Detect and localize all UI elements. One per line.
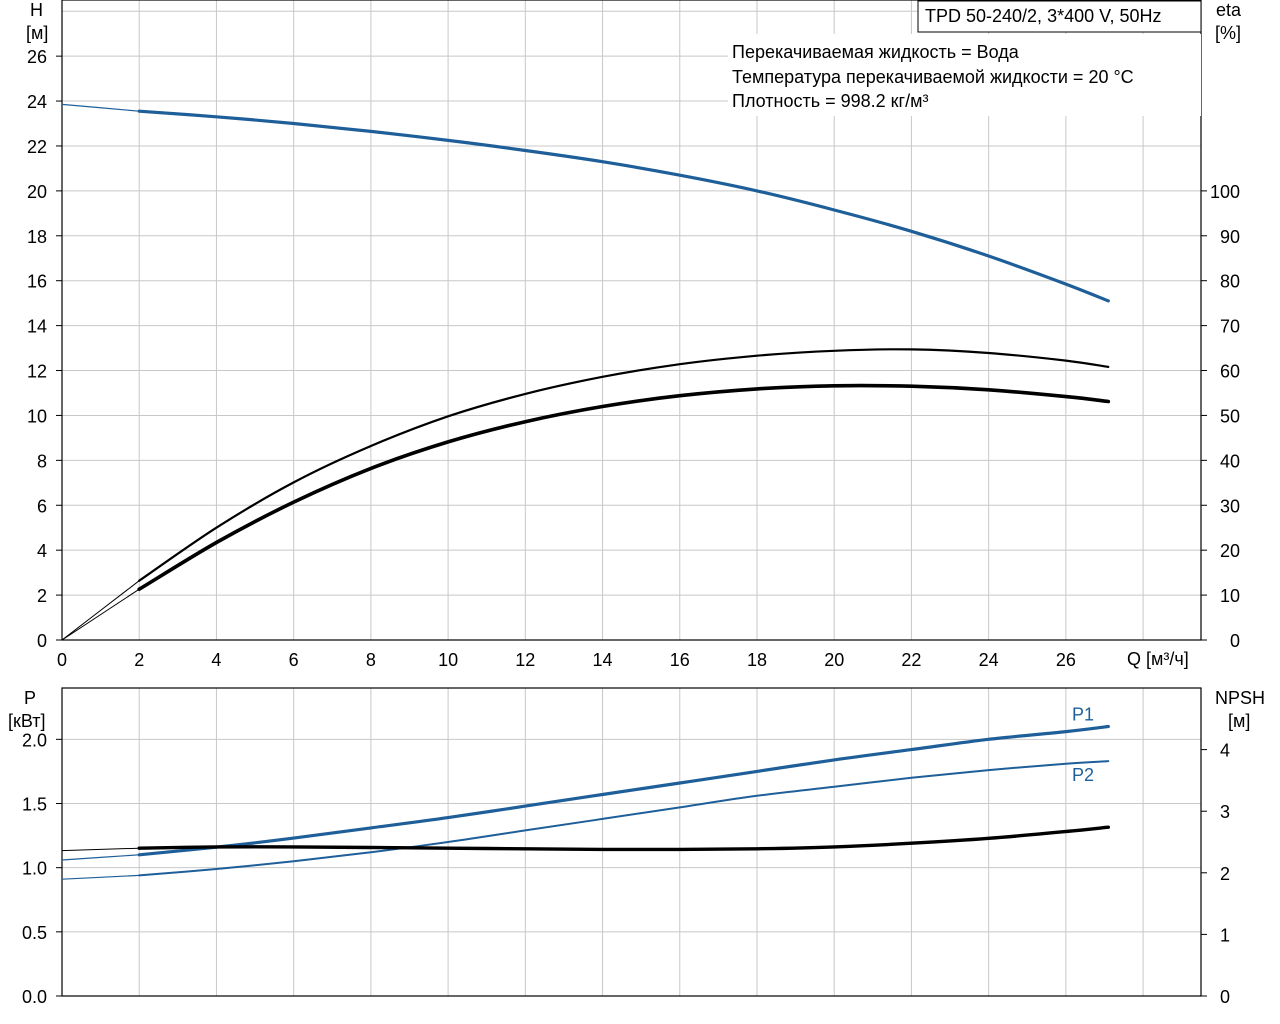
h-tick-label: 8 xyxy=(37,451,47,471)
npsh-tick-label: 4 xyxy=(1220,741,1230,761)
eta-tick-label: 30 xyxy=(1220,496,1240,516)
p-tick-label: 1.0 xyxy=(22,859,47,879)
npsh-tick-label: 2 xyxy=(1220,864,1230,884)
h-tick-label: 18 xyxy=(27,227,47,247)
x-tick-label: 6 xyxy=(289,650,299,670)
p2-curve-extrapolated xyxy=(61,874,140,880)
eta-tick-label: 100 xyxy=(1210,182,1240,202)
eta-tick-label: 60 xyxy=(1220,362,1240,382)
eta-tick-label: 40 xyxy=(1220,451,1240,471)
h-tick-label: 4 xyxy=(37,541,47,561)
p-tick-label: 2.0 xyxy=(22,730,47,750)
h-curve-extrapolated xyxy=(61,103,140,112)
h-tick-label: 20 xyxy=(27,182,47,202)
h-tick-label: 16 xyxy=(27,272,47,292)
eta-tick-label: 70 xyxy=(1220,317,1240,337)
p1-series-label: P1 xyxy=(1072,705,1094,725)
top-left-axis-unit: [м] xyxy=(26,23,48,43)
h-curve xyxy=(137,109,1110,303)
h-tick-label: 12 xyxy=(27,362,47,382)
npsh-curve-extrapolated xyxy=(61,847,140,852)
eta-curve-upper-extrapolated xyxy=(61,580,140,641)
x-tick-label: 24 xyxy=(979,650,999,670)
h-tick-label: 10 xyxy=(27,406,47,426)
p-tick-label: 1.5 xyxy=(22,795,47,815)
x-tick-label: 14 xyxy=(593,650,613,670)
x-tick-label: 18 xyxy=(747,650,767,670)
eta-tick-label: 80 xyxy=(1220,272,1240,292)
eta-tick-label: 20 xyxy=(1220,541,1240,561)
npsh-curve xyxy=(137,825,1110,852)
x-tick-label: 10 xyxy=(438,650,458,670)
bottom-left-axis-symbol: P xyxy=(24,688,36,708)
x-axis-label: Q [м³/ч] xyxy=(1127,649,1189,669)
eta-tick-label: 10 xyxy=(1220,586,1240,606)
bottom-left-axis-unit: [кВт] xyxy=(8,711,46,731)
eta-curve-lower xyxy=(137,383,1111,591)
p2-curve xyxy=(138,760,1110,877)
chart-title: TPD 50-240/2, 3*400 V, 50Hz xyxy=(925,6,1162,26)
bottom-plot-frame xyxy=(61,687,1202,997)
eta-curve-lower-extrapolated xyxy=(61,588,140,641)
h-tick-label: 2 xyxy=(37,586,47,606)
npsh-tick-label: 1 xyxy=(1220,925,1230,945)
info-line-density: Плотность = 998.2 кг/м³ xyxy=(732,91,928,111)
x-tick-label: 0 xyxy=(57,650,67,670)
x-tick-label: 26 xyxy=(1056,650,1076,670)
h-tick-label: 22 xyxy=(27,137,47,157)
info-line-temperature: Температура перекачиваемой жидкости = 20… xyxy=(732,67,1134,87)
x-tick-label: 4 xyxy=(211,650,221,670)
h-tick-label: 6 xyxy=(37,496,47,516)
tick-labels: 0 2 4 6 8 10 12 14 16 18 20 22 24 2602468101214161820… xyxy=(22,47,1240,1007)
x-tick-label: 8 xyxy=(366,650,376,670)
h-tick-label: 24 xyxy=(27,92,47,112)
top-right-axis-symbol: eta xyxy=(1216,0,1242,20)
npsh-tick-label: 3 xyxy=(1220,802,1230,822)
info-box-background xyxy=(728,34,1201,116)
x-tick-label: 2 xyxy=(134,650,144,670)
x-tick-label: 20 xyxy=(824,650,844,670)
x-tick-label: 16 xyxy=(670,650,690,670)
h-tick-label: 26 xyxy=(27,47,47,67)
curves: P1 P2 xyxy=(61,103,1111,880)
bottom-right-axis-symbol: NPSH xyxy=(1215,688,1265,708)
eta-curve-upper xyxy=(138,348,1110,582)
npsh-tick-label: 0 xyxy=(1220,987,1230,1007)
eta-tick-label: 50 xyxy=(1220,406,1240,426)
h-tick-label: 0 xyxy=(37,631,47,651)
p-tick-label: 0.5 xyxy=(22,923,47,943)
title-box xyxy=(917,0,1202,33)
info-line-liquid: Перекачиваемая жидкость = Вода xyxy=(732,42,1020,62)
top-plot-frame xyxy=(61,0,1202,641)
p1-curve xyxy=(137,724,1110,857)
top-left-axis-symbol: H xyxy=(30,0,43,20)
p-tick-label: 0.0 xyxy=(22,987,47,1007)
x-tick-label: 22 xyxy=(901,650,921,670)
bottom-plot-grid xyxy=(62,688,1201,996)
eta-tick-label: 90 xyxy=(1220,227,1240,247)
p1-curve-extrapolated xyxy=(61,854,140,861)
bottom-right-axis-unit: [м] xyxy=(1228,711,1250,731)
eta-tick-label: 0 xyxy=(1230,631,1240,651)
x-tick-label: 12 xyxy=(515,650,535,670)
top-right-axis-unit: [%] xyxy=(1215,23,1241,43)
p2-series-label: P2 xyxy=(1072,765,1094,785)
h-tick-label: 14 xyxy=(27,317,47,337)
